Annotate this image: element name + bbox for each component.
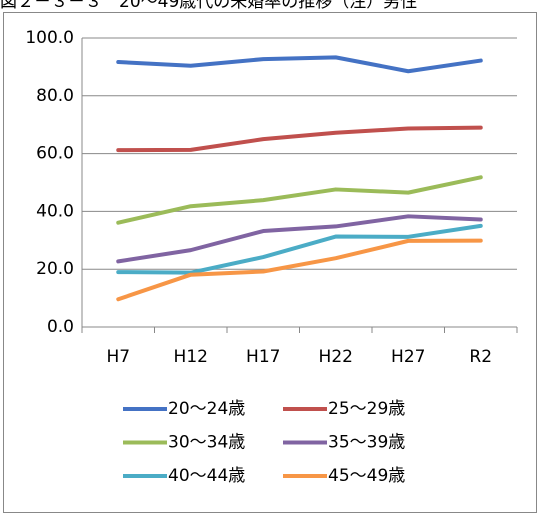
legend-label: 30～34歳 [168,433,245,453]
y-tick-label: 60.0 [36,144,74,164]
y-tick-label: 0.0 [47,317,74,337]
y-tick-label: 20.0 [36,259,74,279]
x-tick-label: H7 [106,347,130,367]
chart-frame [3,12,537,513]
legend-label: 45～49歳 [328,466,405,486]
series-line [116,238,483,302]
chart-title: 図２－３－３ 20～49歳代の未婚率の推移（注）男性 [0,0,417,12]
legend-label: 40～44歳 [168,466,245,486]
y-tick-label: 100.0 [25,28,74,48]
y-tick-label: 80.0 [36,86,74,106]
x-tick-label: H12 [174,347,208,367]
series-line [116,175,483,225]
series-line [116,55,483,74]
legend-label: 20～24歳 [168,399,245,419]
x-tick-label: H27 [391,347,425,367]
series-line [116,223,483,275]
series-line [116,214,483,264]
series-line [116,125,483,153]
x-tick-label: H17 [246,347,280,367]
legend-label: 25～29歳 [328,399,405,419]
y-tick-label: 40.0 [36,201,74,221]
x-tick-label: R2 [469,347,492,367]
x-tick-label: H22 [319,347,353,367]
legend-label: 35～39歳 [328,433,405,453]
